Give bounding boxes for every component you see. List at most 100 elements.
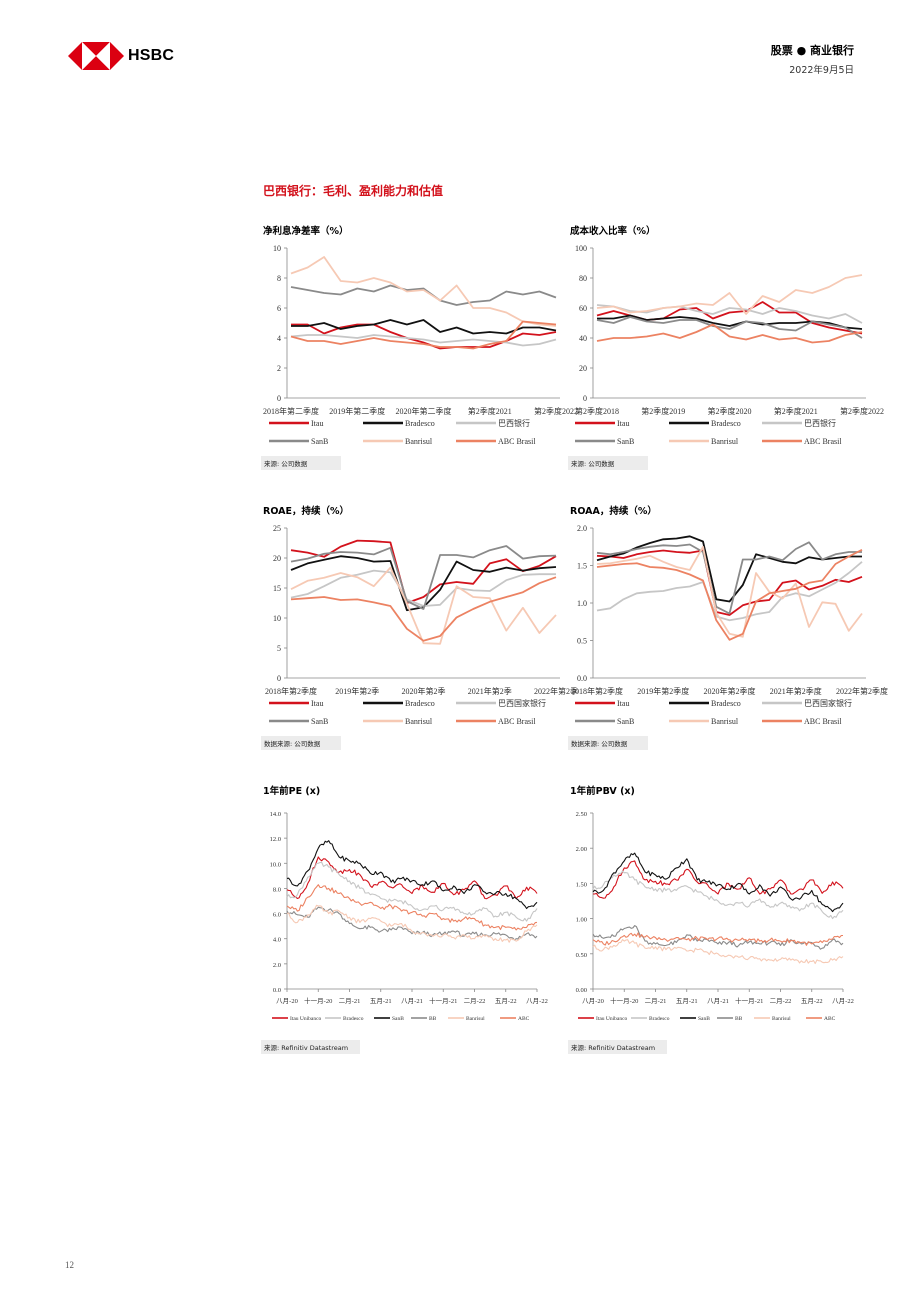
hsbc-logo xyxy=(68,42,124,70)
series-line-abc-brasil xyxy=(290,576,557,642)
series-line-巴西银行 xyxy=(596,304,863,324)
legend-label-banrisul: Banrisul xyxy=(405,717,433,726)
page-number: 12 xyxy=(65,1260,74,1270)
section-title: 巴西银行：毛利、盈利能力和估值 xyxy=(263,184,444,198)
x-tick-label: 2021年第2季度 xyxy=(770,686,822,696)
legend-label-bradesco: Bradesco xyxy=(711,699,741,708)
x-tick-label: 第2季度2021 xyxy=(468,406,512,416)
x-tick-label: 2019年第二季度 xyxy=(329,406,385,416)
chart-title-pbv: 1年前PBV (x) xyxy=(570,786,635,797)
y-tick-label: 80 xyxy=(579,274,587,283)
series-line-abc-brasil xyxy=(596,548,863,641)
y-tick-label: 60 xyxy=(579,304,587,313)
x-tick-label: 八月-22 xyxy=(832,997,854,1005)
y-tick-label: 2.0 xyxy=(577,524,587,533)
x-tick-label: 2018年第2季度 xyxy=(571,686,623,696)
y-tick-label: 2.50 xyxy=(576,811,587,818)
series-line-itau xyxy=(290,539,557,604)
legend-label-itau: Itau xyxy=(311,699,323,708)
series-line-bradesco xyxy=(592,870,844,920)
y-tick-label: 12.0 xyxy=(270,836,281,843)
report-category: 股票 ● 商业银行 xyxy=(770,44,854,57)
legend-label-sanb: SanB xyxy=(311,717,328,726)
series-line-bradesco xyxy=(291,319,557,335)
x-tick-label: 五月-21 xyxy=(676,997,698,1005)
legend-label-巴西银行: 巴西银行 xyxy=(804,418,836,428)
x-tick-label: 八月-20 xyxy=(276,997,298,1005)
series-line-sanb xyxy=(290,284,557,306)
series-line-abc-brasil xyxy=(290,320,557,350)
source-note-roaa: 数据来源: 公司数据 xyxy=(568,736,648,750)
legend-label-sanb: SanB xyxy=(311,437,328,446)
y-tick-label: 1.50 xyxy=(576,881,587,888)
x-tick-label: 第2季度2019 xyxy=(641,406,685,416)
legend-label-巴西银行: 巴西银行 xyxy=(498,418,530,428)
x-tick-label: 八月-21 xyxy=(707,997,729,1005)
chart-title-nim: 净利息净差率（%） xyxy=(263,226,349,237)
legend-label-abc-brasil: ABC Brasil xyxy=(804,437,842,446)
chart-roae: 0 5 10 15 20 25 2018年第2季度 2019年第2季 2020年第2季 2021年… xyxy=(265,524,578,726)
x-tick-label: 2018年第二季度 xyxy=(263,406,319,416)
series-line-sanb xyxy=(596,316,863,339)
y-tick-label: 0.5 xyxy=(577,637,587,646)
legend-label-abc: ABC xyxy=(518,1016,530,1022)
x-tick-label: 2019年第2季度 xyxy=(637,686,689,696)
y-tick-label: 10 xyxy=(273,244,281,253)
y-tick-label: 0.0 xyxy=(577,674,587,683)
x-tick-label: 二月-21 xyxy=(645,997,667,1005)
series-line-banrisul xyxy=(596,545,863,638)
legend-label-巴西国家银行: 巴西国家银行 xyxy=(804,698,852,708)
y-tick-label: 4 xyxy=(277,334,281,343)
y-tick-label: 0 xyxy=(277,394,281,403)
series-line-itau-unibanco xyxy=(286,856,538,900)
chart-title-cir: 成本收入比率（%） xyxy=(570,226,656,237)
series-line-banrisul xyxy=(592,939,844,965)
source-note-cir: 来源: 公司数据 xyxy=(568,456,648,470)
x-tick-label: 五月-22 xyxy=(801,997,823,1005)
x-tick-label: 2022年第2季度 xyxy=(836,686,888,696)
x-tick-label: 二月-22 xyxy=(770,997,792,1005)
chart-pbv: 0.00 0.50 1.00 1.50 2.00 2.50 八月-20 十一月-20 二月-21… xyxy=(576,811,854,1022)
x-tick-label: 2022年第2季 xyxy=(534,686,578,696)
y-tick-label: 8.0 xyxy=(273,886,281,893)
series-line-itau xyxy=(596,549,863,616)
legend-label-banrisul: Banrisul xyxy=(711,717,739,726)
x-tick-label: 十一月-20 xyxy=(304,996,332,1005)
y-tick-label: 40 xyxy=(579,334,587,343)
x-tick-label: 第2季度2021 xyxy=(774,406,818,416)
y-tick-label: 1.0 xyxy=(577,599,587,608)
y-tick-label: 0.00 xyxy=(576,987,587,994)
legend-label-abc-brasil: ABC Brasil xyxy=(498,717,536,726)
legend-label-abc-brasil: ABC Brasil xyxy=(498,437,536,446)
x-tick-label: 八月-22 xyxy=(526,997,548,1005)
legend-label-itau-unibanco: Itau Unibanco xyxy=(596,1016,628,1022)
legend-label-abc: ABC xyxy=(824,1016,836,1022)
legend-label-itau: Itau xyxy=(311,419,323,428)
y-tick-label: 1.00 xyxy=(576,917,587,924)
series-line-bradesco xyxy=(596,535,862,603)
y-tick-label: 20 xyxy=(579,364,587,373)
series-line-bb xyxy=(286,906,538,941)
legend-label-bb: BB xyxy=(735,1016,743,1022)
chart-title-pe: 1年前PE (x) xyxy=(263,786,321,797)
legend-label-bb: BB xyxy=(429,1016,437,1022)
chart-title-roaa: ROAA，持续（%） xyxy=(570,506,657,517)
source-note-nim: 来源: 公司数据 xyxy=(261,456,341,470)
x-tick-label: 2020年第2季 xyxy=(402,686,446,696)
x-tick-label: 二月-21 xyxy=(339,997,361,1005)
x-tick-label: 五月-21 xyxy=(370,997,392,1005)
legend-label-banrisul: Banrisul xyxy=(466,1016,485,1022)
legend-label-bradesco: Bradesco xyxy=(343,1016,364,1022)
legend-label-banrisul: Banrisul xyxy=(711,437,739,446)
x-tick-label: 二月-22 xyxy=(464,997,486,1005)
x-tick-label: 十一月-21 xyxy=(429,996,457,1005)
y-tick-label: 4.0 xyxy=(273,937,281,944)
x-tick-label: 十一月-20 xyxy=(610,996,638,1005)
source-note-roae: 数据来源: 公司数据 xyxy=(261,736,341,750)
legend-label-bradesco: Bradesco xyxy=(405,419,435,428)
logo-text: HSBC xyxy=(128,47,175,64)
legend-label-bradesco: Bradesco xyxy=(649,1016,670,1022)
y-tick-label: 15 xyxy=(273,584,281,593)
legend-label-sanb: SanB xyxy=(392,1016,404,1022)
legend-label-itau: Itau xyxy=(617,699,629,708)
